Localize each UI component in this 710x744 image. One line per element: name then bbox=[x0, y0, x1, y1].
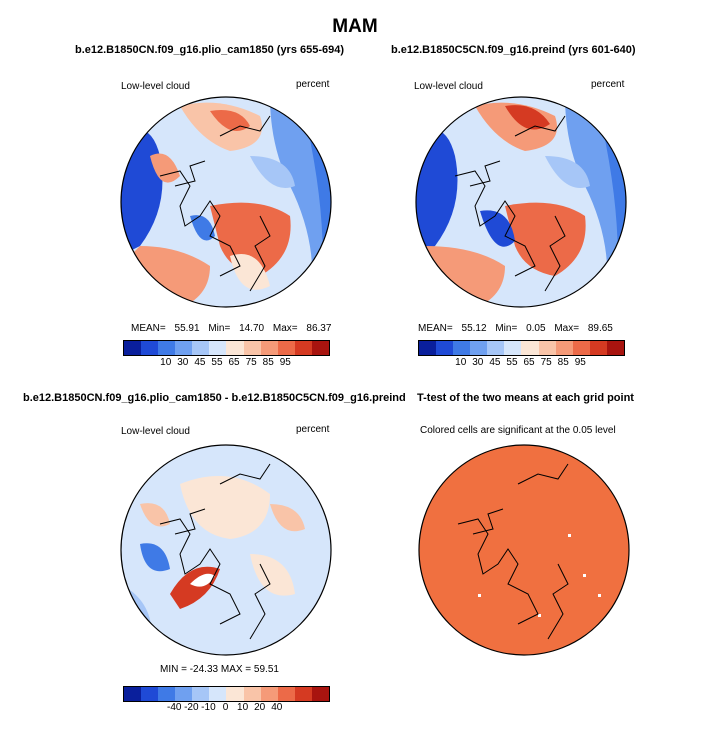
panel3-units-label: percent bbox=[296, 424, 330, 435]
colorbar-swatch bbox=[487, 341, 505, 355]
colorbar-tick-label: 85 bbox=[262, 357, 274, 368]
panel2-variable-label: Low-level cloud bbox=[414, 81, 483, 92]
colorbar-tick-label: 45 bbox=[194, 357, 206, 368]
colorbar-tick-label: 45 bbox=[489, 357, 501, 368]
colorbar-tick-label: 75 bbox=[245, 357, 257, 368]
panel2-mean-value: 55.12 bbox=[461, 323, 487, 334]
colorbar-swatch bbox=[606, 341, 624, 355]
panel4-subtitle: Colored cells are significant at the 0.0… bbox=[420, 425, 616, 436]
panel1-mean-label: MEAN= bbox=[131, 323, 166, 334]
colorbar-swatch bbox=[311, 687, 329, 701]
panel1-min-label: Min= bbox=[208, 323, 231, 334]
panel2-colorbar-ticks: 10 30 45 55 65 75 85 95 bbox=[418, 357, 623, 369]
colorbar-swatch bbox=[294, 687, 312, 701]
colorbar-tick-label: 30 bbox=[472, 357, 484, 368]
colorbar-tick-label: 85 bbox=[557, 357, 569, 368]
colorbar-swatch bbox=[504, 341, 522, 355]
panel2-max-label: Max= bbox=[554, 323, 580, 334]
colorbar-tick-label: 55 bbox=[506, 357, 518, 368]
colorbar-swatch bbox=[158, 341, 176, 355]
panel3-case-title: b.e12.B1850CN.f09_g16.plio_cam1850 - b.e… bbox=[23, 392, 406, 404]
colorbar-tick-label: 55 bbox=[211, 357, 223, 368]
panel2-units-label: percent bbox=[591, 79, 625, 90]
panel3-colorbar-ticks: -40 -20 -10 0 10 20 40 bbox=[123, 702, 328, 714]
figure-title: MAM bbox=[332, 16, 378, 37]
colorbar-swatch bbox=[470, 341, 488, 355]
colorbar-swatch bbox=[419, 341, 437, 355]
panel2-min-label: Min= bbox=[495, 323, 518, 334]
colorbar-swatch bbox=[311, 341, 329, 355]
colorbar-swatch bbox=[124, 687, 142, 701]
panel3-polar-map bbox=[120, 444, 332, 656]
colorbar-swatch bbox=[277, 687, 295, 701]
colorbar-swatch bbox=[589, 341, 607, 355]
colorbar-tick-label: -40 bbox=[167, 702, 182, 713]
colorbar-tick-label: 65 bbox=[523, 357, 535, 368]
colorbar-swatch bbox=[141, 341, 159, 355]
colorbar-swatch bbox=[124, 341, 142, 355]
colorbar-swatch bbox=[538, 341, 556, 355]
panel1-case-title: b.e12.B1850CN.f09_g16.plio_cam1850 (yrs … bbox=[75, 44, 345, 56]
colorbar-swatch bbox=[294, 341, 312, 355]
colorbar-swatch bbox=[141, 687, 159, 701]
panel2-min-value: 0.05 bbox=[526, 323, 546, 334]
panel2-colorbar bbox=[418, 340, 625, 356]
colorbar-swatch bbox=[521, 341, 539, 355]
colorbar-swatch bbox=[260, 341, 278, 355]
colorbar-swatch bbox=[243, 687, 261, 701]
panel2-polar-map bbox=[415, 96, 627, 308]
colorbar-tick-label: 95 bbox=[574, 357, 586, 368]
colorbar-swatch bbox=[260, 687, 278, 701]
panel1-colorbar bbox=[123, 340, 330, 356]
colorbar-swatch bbox=[158, 687, 176, 701]
panel1-max-value: 86.37 bbox=[306, 323, 332, 334]
panel2-case-title: b.e12.B1850C5CN.f09_g16.preind (yrs 601-… bbox=[391, 44, 636, 56]
panel2-mean-label: MEAN= bbox=[418, 323, 453, 334]
panel3-stats: MIN = -24.33 MAX = 59.51 bbox=[160, 664, 279, 675]
panel1-max-label: Max= bbox=[272, 323, 298, 334]
colorbar-swatch bbox=[209, 687, 227, 701]
panel4-polar-map bbox=[418, 444, 630, 656]
panel3-colorbar bbox=[123, 686, 330, 702]
colorbar-tick-label: 95 bbox=[279, 357, 291, 368]
panel1-units-label: percent bbox=[296, 79, 330, 90]
colorbar-swatch bbox=[192, 687, 210, 701]
colorbar-tick-label: 10 bbox=[455, 357, 467, 368]
panel1-variable-label: Low-level cloud bbox=[121, 81, 190, 92]
colorbar-swatch bbox=[226, 687, 244, 701]
colorbar-tick-label: -20 bbox=[184, 702, 199, 713]
colorbar-swatch bbox=[226, 341, 244, 355]
colorbar-swatch bbox=[175, 687, 193, 701]
colorbar-tick-label: 10 bbox=[160, 357, 172, 368]
panel1-mean-value: 55.91 bbox=[174, 323, 200, 334]
colorbar-swatch bbox=[209, 341, 227, 355]
colorbar-swatch bbox=[572, 341, 590, 355]
panel1-polar-map bbox=[120, 96, 332, 308]
colorbar-tick-label: 40 bbox=[271, 702, 283, 713]
colorbar-swatch bbox=[453, 341, 471, 355]
colorbar-tick-label: 30 bbox=[177, 357, 189, 368]
colorbar-tick-label: 20 bbox=[254, 702, 266, 713]
colorbar-tick-label: 10 bbox=[237, 702, 249, 713]
colorbar-swatch bbox=[192, 341, 210, 355]
colorbar-tick-label: -10 bbox=[201, 702, 216, 713]
panel1-stats: MEAN= 55.91 Min= 14.70 Max= 86.37 bbox=[131, 323, 331, 334]
colorbar-tick-label: 75 bbox=[540, 357, 552, 368]
panel2-max-value: 89.65 bbox=[587, 323, 613, 334]
panel2-stats: MEAN= 55.12 Min= 0.05 Max= 89.65 bbox=[418, 323, 613, 334]
colorbar-tick-label: 65 bbox=[228, 357, 240, 368]
colorbar-swatch bbox=[243, 341, 261, 355]
colorbar-swatch bbox=[436, 341, 454, 355]
colorbar-swatch bbox=[555, 341, 573, 355]
colorbar-swatch bbox=[277, 341, 295, 355]
panel1-min-value: 14.70 bbox=[239, 323, 265, 334]
panel4-title: T-test of the two means at each grid poi… bbox=[417, 392, 634, 404]
panel3-variable-label: Low-level cloud bbox=[121, 426, 190, 437]
colorbar-swatch bbox=[175, 341, 193, 355]
panel1-colorbar-ticks: 10 30 45 55 65 75 85 95 bbox=[123, 357, 328, 369]
colorbar-tick-label: 0 bbox=[222, 702, 229, 713]
